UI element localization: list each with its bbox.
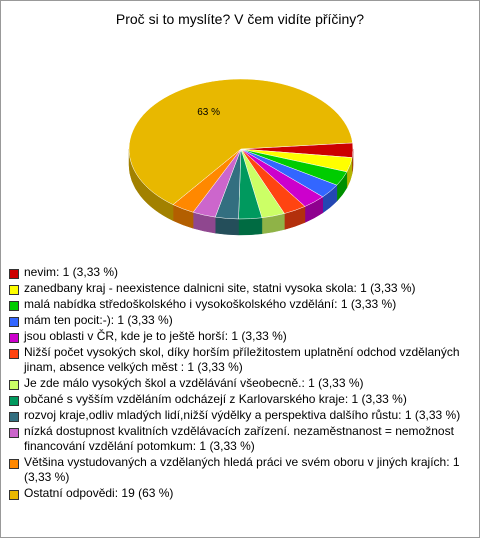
legend-swatch	[9, 428, 19, 438]
chart-title: Proč si to myslíte? V čem vidíte příčiny…	[115, 11, 365, 27]
slice-side	[238, 217, 263, 236]
legend-item: nízká dostupnost kvalitních vzdělávacích…	[9, 424, 471, 454]
pie: 63 %	[128, 78, 354, 236]
legend-item: rozvoj kraje,odliv mladých lidí,nižší vý…	[9, 408, 471, 423]
legend-swatch	[9, 380, 19, 390]
legend-item: jsou oblasti v ČR, kde je to ještě horší…	[9, 329, 471, 344]
slice-label: 63 %	[197, 107, 220, 118]
legend-swatch	[9, 333, 19, 343]
legend-swatch	[9, 349, 19, 359]
legend-label: rozvoj kraje,odliv mladých lidí,nižší vý…	[24, 408, 461, 422]
legend-label: malá nabídka středoškolského i vysokoško…	[24, 297, 397, 311]
legend-swatch	[9, 317, 19, 327]
legend-item: Nižší počet vysokých skol, díky horším p…	[9, 345, 471, 375]
legend-label: Nižší počet vysokých skol, díky horším p…	[24, 345, 460, 374]
legend-swatch	[9, 396, 19, 406]
legend-swatch	[9, 459, 19, 469]
legend-label: mám ten pocit:-): 1 (3,33 %)	[24, 313, 173, 327]
slice-side	[214, 216, 239, 236]
legend-item: malá nabídka středoškolského i vysokoško…	[9, 297, 471, 312]
slice	[128, 78, 353, 205]
legend-swatch	[9, 412, 19, 422]
legend-label: Je zde málo vysokých škol a vzdělávání v…	[24, 376, 364, 390]
legend-label: Ostatní odpovědi: 19 (63 %)	[24, 486, 174, 500]
legend-item: Je zde málo vysokých škol a vzdělávání v…	[9, 376, 471, 391]
legend-label: zanedbany kraj - neexistence dalnicni si…	[24, 281, 416, 295]
legend-label: jsou oblasti v ČR, kde je to ještě horší…	[24, 329, 287, 343]
legend-label: občané s vyšším vzděláním odcházejí z Ka…	[24, 392, 407, 406]
legend-swatch	[9, 301, 19, 311]
legend-item: nevim: 1 (3,33 %)	[9, 265, 471, 280]
legend-label: Většina vystudovaných a vzdělaných hledá…	[24, 455, 460, 484]
legend-item: občané s vyšším vzděláním odcházejí z Ka…	[9, 392, 471, 407]
legend: nevim: 1 (3,33 %) zanedbany kraj - neexis…	[9, 265, 471, 502]
legend-item: Ostatní odpovědi: 19 (63 %)	[9, 486, 471, 501]
legend-item: mám ten pocit:-): 1 (3,33 %)	[9, 313, 471, 328]
legend-swatch	[9, 285, 19, 295]
legend-item: zanedbany kraj - neexistence dalnicni si…	[9, 281, 471, 296]
legend-item: Většina vystudovaných a vzdělaných hledá…	[9, 455, 471, 485]
legend-label: nevim: 1 (3,33 %)	[24, 265, 119, 279]
legend-swatch	[9, 269, 19, 279]
legend-label: nízká dostupnost kvalitních vzdělávacích…	[24, 424, 454, 453]
legend-swatch	[9, 490, 19, 500]
